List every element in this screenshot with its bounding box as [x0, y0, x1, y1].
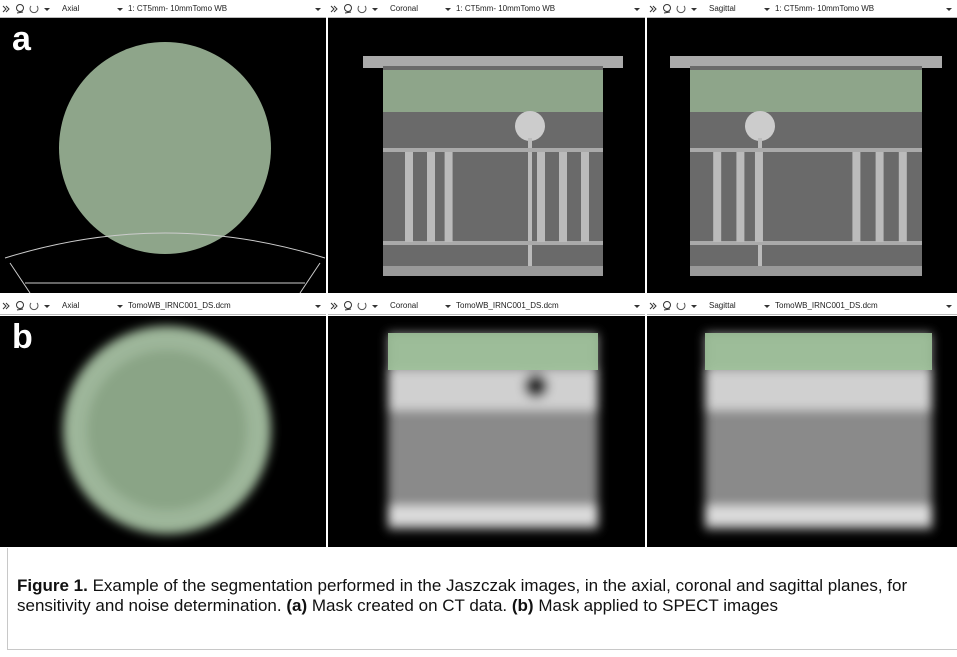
viewer-toolbar: Coronal TomoWB_IRNC001_DS.dcm	[328, 297, 645, 315]
viewer-image	[647, 316, 957, 547]
plane-select[interactable]: Axial	[62, 4, 114, 13]
series-select[interactable]: TomoWB_IRNC001_DS.dcm	[456, 301, 631, 310]
dropdown-arrow	[631, 297, 645, 315]
dropdown-arrow	[943, 0, 957, 18]
scan-image	[0, 18, 326, 293]
caption-a-text: Mask created on CT data.	[312, 596, 507, 615]
toolbar-icons	[647, 0, 709, 18]
plane-select[interactable]: Coronal	[390, 301, 442, 310]
viewer-toolbar: Sagittal 1: CT5mm- 10mmTomo WB	[647, 0, 957, 18]
scan-image	[0, 316, 326, 547]
series-select[interactable]: TomoWB_IRNC001_DS.dcm	[128, 301, 312, 310]
dropdown-arrow	[943, 297, 957, 315]
viewer-image	[647, 18, 957, 293]
dropdown-arrow	[761, 0, 775, 18]
dropdown-arrow	[442, 297, 456, 315]
toolbar-icons	[0, 297, 62, 315]
plane-select[interactable]: Sagittal	[709, 301, 761, 310]
toolbar-icons	[328, 0, 390, 18]
series-select[interactable]: 1: CT5mm- 10mmTomo WB	[128, 4, 312, 13]
viewer-toolbar: Coronal 1: CT5mm- 10mmTomo WB	[328, 0, 645, 18]
viewer-image	[0, 316, 326, 547]
viewer-image	[0, 18, 326, 293]
series-select[interactable]: 1: CT5mm- 10mmTomo WB	[456, 4, 631, 13]
caption-b-label: (b)	[512, 596, 534, 615]
viewer-toolbar: Sagittal TomoWB_IRNC001_DS.dcm	[647, 297, 957, 315]
dropdown-arrow	[114, 0, 128, 18]
viewer-toolbar: Axial 1: CT5mm- 10mmTomo WB	[0, 0, 326, 18]
viewer-image	[328, 316, 645, 547]
panel-label: a	[12, 20, 31, 59]
plane-select[interactable]: Axial	[62, 301, 114, 310]
scan-image	[647, 18, 957, 293]
caption-label: Figure 1.	[17, 576, 88, 595]
scan-image	[328, 18, 645, 293]
page: {"rows": [ {"label": "a", "views": [ {"p…	[0, 0, 957, 657]
dropdown-arrow	[761, 297, 775, 315]
plane-select[interactable]: Coronal	[390, 4, 442, 13]
dropdown-arrow	[312, 0, 326, 18]
scan-image	[647, 316, 957, 547]
toolbar-icons	[647, 297, 709, 315]
series-select[interactable]: TomoWB_IRNC001_DS.dcm	[775, 301, 943, 310]
toolbar-icons	[0, 0, 62, 18]
series-select[interactable]: 1: CT5mm- 10mmTomo WB	[775, 4, 943, 13]
toolbar-icons	[328, 297, 390, 315]
dropdown-arrow	[631, 0, 645, 18]
viewer-image	[328, 18, 645, 293]
dropdown-arrow	[442, 0, 456, 18]
caption-b-text: Mask applied to SPECT images	[538, 596, 778, 615]
scan-image	[328, 316, 645, 547]
caption-a-label: (a)	[286, 596, 307, 615]
viewer-toolbar: Axial TomoWB_IRNC001_DS.dcm	[0, 297, 326, 315]
dropdown-arrow	[114, 297, 128, 315]
dropdown-arrow	[312, 297, 326, 315]
figure-caption: Figure 1. Example of the segmentation pe…	[7, 548, 957, 650]
plane-select[interactable]: Sagittal	[709, 4, 761, 13]
panel-label: b	[12, 318, 33, 357]
